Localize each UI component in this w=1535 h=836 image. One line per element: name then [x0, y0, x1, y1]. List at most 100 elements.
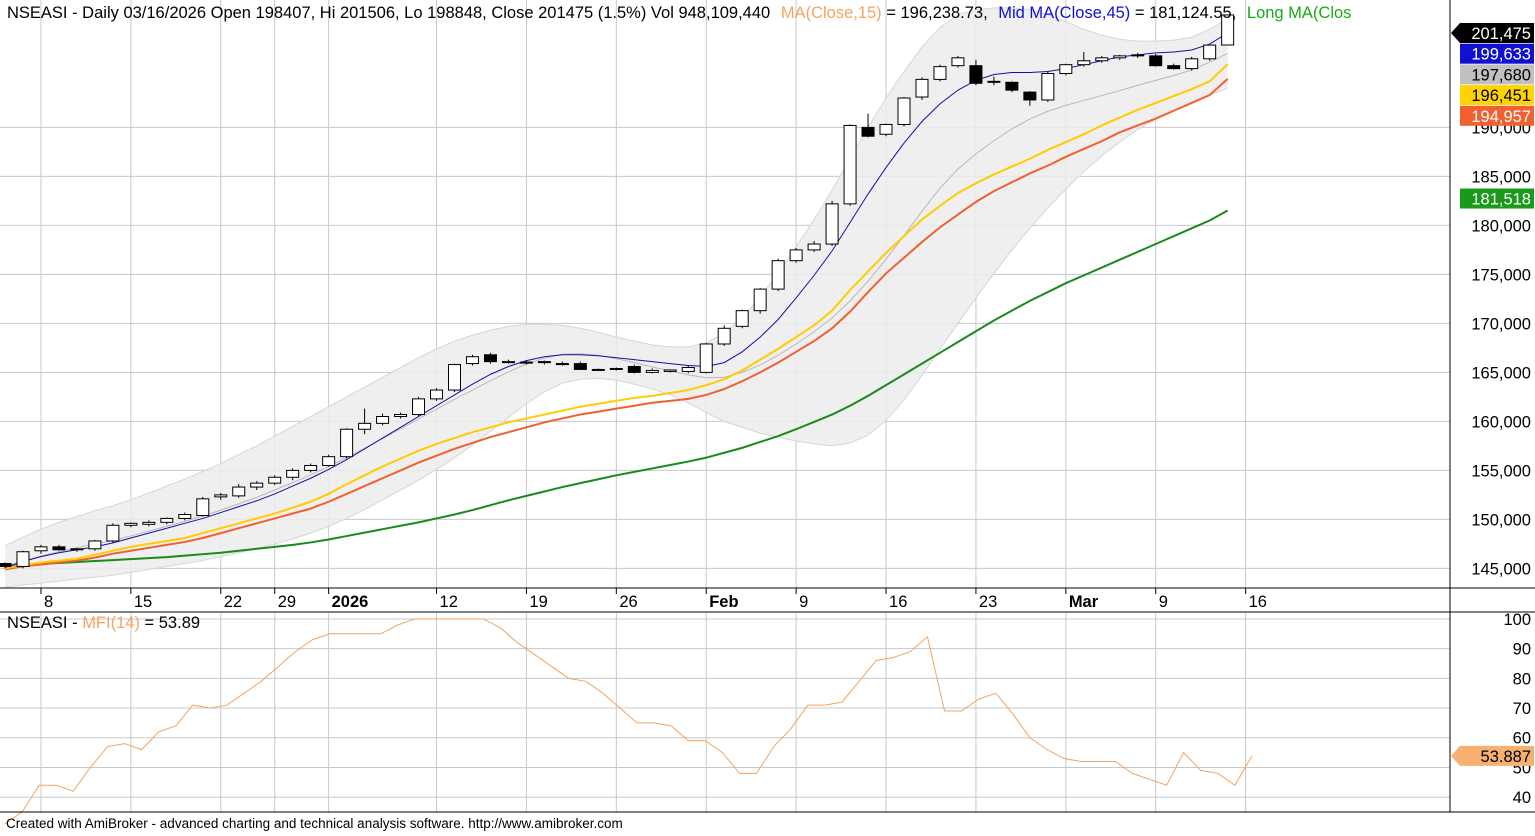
candle — [627, 364, 641, 374]
price-header-text: NSEASI - Daily 03/16/2026 Open 198407, H… — [7, 4, 770, 22]
candle-body-up — [286, 469, 300, 478]
candle — [1221, 14, 1235, 46]
candle-body-up — [214, 494, 228, 498]
candle — [0, 562, 12, 569]
price-badges: 201,475 199,633 197,680 196,451 194,957 181,5… — [1451, 23, 1534, 766]
candle — [771, 258, 785, 292]
candle — [501, 359, 515, 364]
candle-body-up — [465, 356, 479, 365]
ma15-line — [4, 63, 1229, 570]
mid-ma-legend-value: = 181,124.55, — [1135, 4, 1236, 22]
candle-body-up — [1203, 44, 1217, 60]
mfi-header-legend: NSEASI - MFI(14) = 53.89 — [7, 614, 200, 632]
candle-body-down — [1023, 91, 1037, 101]
candle — [1059, 63, 1073, 76]
candle-body-up — [376, 416, 390, 424]
candle — [268, 475, 282, 486]
candle — [448, 363, 461, 392]
candle — [304, 463, 318, 473]
candle-body-up — [88, 540, 102, 550]
candle-body-up — [160, 517, 174, 523]
price-ytick-label: 155,000 — [1471, 462, 1531, 480]
candle — [376, 413, 390, 426]
candle — [124, 522, 138, 528]
price-ytick-label: 170,000 — [1471, 315, 1531, 333]
candle — [1185, 56, 1199, 71]
candle-body-up — [1041, 73, 1055, 101]
candle-body-up — [753, 288, 767, 312]
mfi-grid — [0, 613, 1450, 812]
candle-body-up — [807, 243, 821, 251]
candle-body-up — [412, 398, 426, 416]
x-tick-label: 8 — [44, 593, 53, 611]
price-badge: 196,451 — [1460, 85, 1534, 106]
candle-body-up — [322, 456, 336, 466]
candle — [214, 492, 228, 500]
candle-body-down — [1005, 81, 1019, 91]
candle — [178, 512, 192, 521]
candle-body-up — [843, 124, 857, 205]
candle — [789, 247, 803, 263]
candle-body-up — [430, 389, 444, 400]
candle — [555, 361, 569, 366]
candle-body-up — [951, 57, 965, 67]
mid-ma-legend-label: Mid MA(Close,45) — [998, 4, 1130, 22]
candle-body-up — [358, 422, 372, 430]
candle — [735, 309, 749, 329]
candle — [537, 360, 551, 365]
candle-body-up — [448, 364, 461, 391]
candle — [879, 123, 893, 137]
mfi-ytick-label: 100 — [1503, 611, 1531, 629]
candle-body-up — [735, 310, 749, 327]
candle — [1113, 54, 1127, 60]
candle-body-up — [519, 361, 533, 364]
candle — [88, 539, 102, 551]
mfi-header-prefix: NSEASI - — [7, 614, 82, 632]
candle — [412, 396, 426, 417]
candle — [933, 64, 947, 82]
price-ytick-label: 145,000 — [1471, 560, 1531, 578]
candle-body-down — [969, 65, 983, 84]
candle-body-up — [933, 66, 947, 80]
candle-body-up — [1059, 64, 1073, 74]
price-badge-shape — [1451, 23, 1534, 43]
candle — [322, 454, 336, 467]
candle-body-up — [1095, 57, 1109, 62]
mfi-badge-shape — [1451, 745, 1534, 766]
candle — [825, 200, 839, 246]
candle-body-down — [591, 368, 605, 371]
candle — [70, 547, 84, 552]
x-tick-label: 16 — [889, 593, 907, 611]
candle — [1077, 51, 1091, 67]
price-ytick-label: 180,000 — [1471, 217, 1531, 235]
candle-body-up — [699, 343, 713, 373]
price-badge-text: 197,680 — [1471, 66, 1531, 84]
candle — [160, 517, 174, 525]
candle — [915, 77, 929, 100]
candle-body-up — [879, 123, 893, 135]
x-tick-label: 23 — [979, 593, 997, 611]
candle-body-up — [142, 521, 156, 525]
candle — [591, 368, 605, 371]
candle-body-up — [555, 363, 569, 366]
candle-body-up — [250, 482, 264, 488]
candle — [519, 360, 533, 365]
candle-body-up — [16, 551, 30, 567]
x-tick-label: 9 — [799, 593, 808, 611]
candle-body-up — [771, 260, 785, 290]
candle — [286, 468, 300, 481]
price-badge: 181,518 — [1460, 188, 1534, 209]
candle-body-up — [34, 546, 48, 552]
mfi-badge-text: 53.887 — [1481, 748, 1531, 766]
mfi-ytick-label: 40 — [1513, 789, 1531, 807]
candle — [663, 369, 677, 373]
candle-body-down — [1149, 55, 1163, 67]
price-badge-text: 196,451 — [1471, 87, 1531, 105]
ma15-legend-label: MA(Close,15) — [781, 4, 882, 22]
mfi-line-group — [4, 618, 1253, 825]
ma45-line — [4, 209, 1229, 568]
x-tick-label: 22 — [224, 593, 242, 611]
candle-body-up — [394, 414, 408, 418]
bollinger-band-fill — [5, 7, 1228, 588]
